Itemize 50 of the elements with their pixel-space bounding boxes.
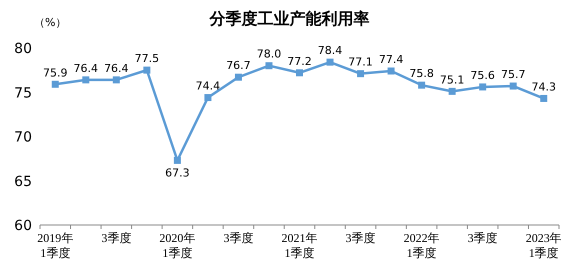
point [540,94,548,102]
point [326,58,334,66]
data-label: 76.4 [104,62,129,75]
point [143,66,150,74]
x-tick-label: 3季度 [223,231,254,245]
chart-title: 分季度工业产能利用率 [208,9,370,28]
point [357,70,364,78]
point [448,88,456,95]
point [479,83,486,90]
x-tick-label: 2019年 1季度 [37,231,74,260]
x-tick-label: 3季度 [346,231,376,245]
x-tick-label: 2023年 1季度 [526,231,562,260]
x-tick-label: 3季度 [101,231,132,245]
y-tick-label: 65 [14,174,32,190]
y-axis-title: （%） [34,16,66,29]
point [204,94,212,102]
data-label: 75.9 [43,66,68,80]
y-tick-label: 80 [14,41,32,57]
data-label: 76.7 [226,59,251,72]
y-tick-label: 60 [14,218,32,234]
point [296,69,303,76]
data-label: 77.2 [287,54,312,68]
data-label: 77.5 [134,52,160,66]
data-label: 76.4 [74,62,98,75]
point [112,76,120,84]
point [265,62,272,70]
x-tick-label: 2021年 1季度 [282,231,318,260]
data-label: 75.8 [409,67,434,80]
data-label: 75.6 [470,68,495,82]
data-label: 75.1 [440,73,464,86]
x-tick-label: 2022年 1季度 [404,231,440,260]
data-label: 74.4 [196,80,220,93]
data-label: 77.4 [378,53,404,66]
y-tick-label: 75 [14,85,32,102]
data-label: 67.3 [165,166,190,180]
x-tick-label: 3季度 [468,231,498,245]
point [388,68,395,75]
point [418,82,426,89]
point [82,76,90,84]
data-label: 75.7 [500,68,526,82]
data-label: 77.1 [348,56,373,69]
x-tick-label: 2020年 1季度 [159,231,196,260]
data-label: 78.4 [318,44,342,58]
point [510,82,517,90]
point [52,80,59,88]
data-label: 78.0 [256,48,282,61]
point [174,156,181,164]
point [234,74,242,81]
data-label: 74.3 [531,80,556,94]
y-tick-label: 70 [14,130,32,146]
